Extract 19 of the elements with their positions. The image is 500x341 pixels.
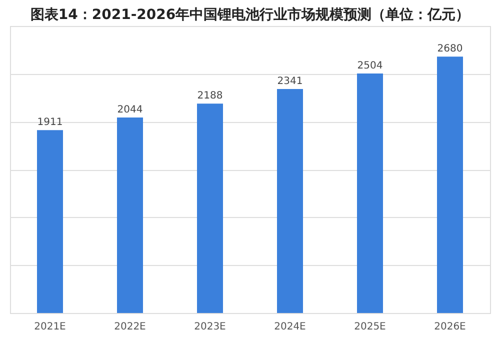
bar: [357, 73, 383, 313]
bar: [437, 56, 463, 313]
data-label: 2044: [117, 104, 143, 116]
x-tick-label: 2024E: [274, 322, 306, 332]
x-tick-label: 2025E: [354, 322, 386, 332]
x-tick-label: 2021E: [34, 322, 66, 332]
x-tick-label: 2026E: [434, 322, 466, 332]
bar: [37, 130, 63, 313]
data-label: 1911: [37, 117, 63, 128]
x-tick-label: 2023E: [194, 322, 226, 332]
data-label: 2504: [357, 60, 383, 72]
bar: [277, 89, 303, 313]
data-label: 2680: [437, 44, 463, 55]
data-label: 2341: [277, 76, 303, 88]
x-tick-label: 2022E: [114, 322, 146, 332]
bar: [197, 104, 223, 313]
chart-title: 图表14：2021-2026年中国锂电池行业市场规模预测（单位：亿元）: [30, 6, 470, 23]
data-label: 2188: [197, 90, 223, 102]
bar: [117, 117, 143, 313]
